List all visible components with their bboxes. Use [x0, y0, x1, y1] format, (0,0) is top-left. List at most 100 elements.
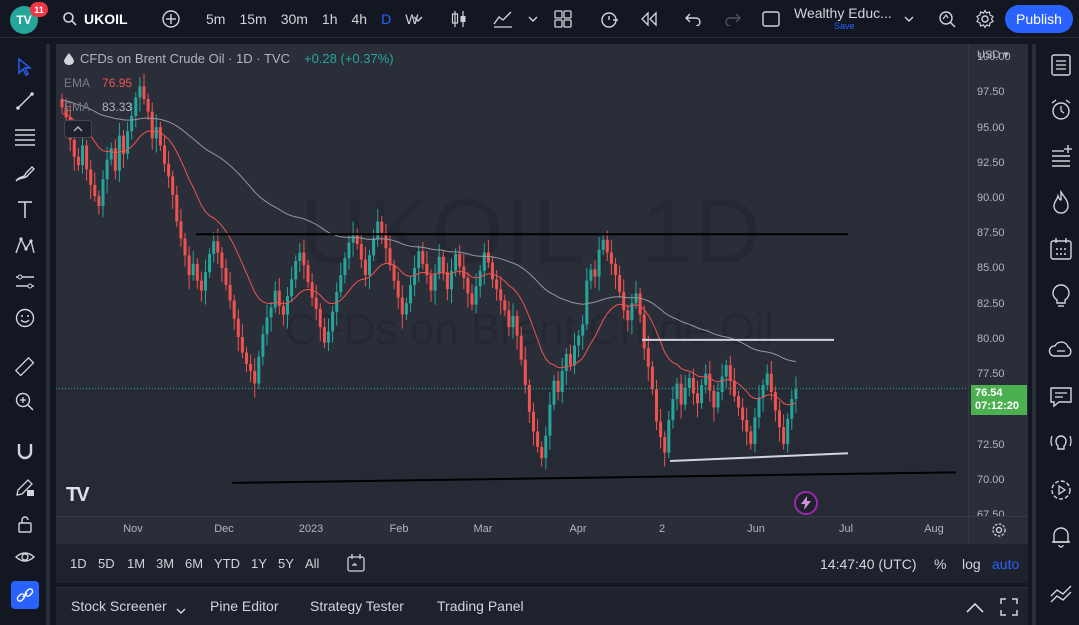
- layout-dropdown[interactable]: [902, 0, 916, 38]
- candle-body: [507, 310, 511, 328]
- interval-1h[interactable]: 1h: [321, 11, 338, 27]
- interval-dropdown[interactable]: [410, 0, 426, 38]
- chart-type-button[interactable]: [446, 0, 472, 38]
- text-tool[interactable]: [11, 196, 39, 224]
- measure-tool[interactable]: [11, 353, 39, 381]
- cursor-tool[interactable]: [11, 53, 39, 81]
- indicators-dropdown[interactable]: [526, 0, 540, 38]
- interval-w[interactable]: W: [405, 11, 419, 27]
- candle-body: [724, 365, 728, 377]
- compare-add-button[interactable]: [158, 0, 184, 38]
- drop-icon: [64, 52, 74, 65]
- data-window-button[interactable]: [1046, 141, 1076, 171]
- layouts-button[interactable]: [550, 0, 576, 38]
- stock-screener-dropdown[interactable]: [176, 602, 186, 617]
- sync-drawings-tool[interactable]: [11, 581, 39, 609]
- fullscreen-layout-button[interactable]: [758, 0, 784, 38]
- chats-button[interactable]: [1046, 336, 1076, 366]
- candle-body: [105, 159, 109, 180]
- candle-body: [691, 377, 695, 394]
- time-axis[interactable]: Nov Dec 2023 Feb Mar Apr 2 Jun Jul Aug: [56, 516, 968, 543]
- log-scale-toggle[interactable]: log: [962, 556, 981, 572]
- help-button[interactable]: [1046, 578, 1076, 608]
- emoji-tool[interactable]: [11, 304, 39, 332]
- notifications-button[interactable]: [1046, 521, 1076, 551]
- range-5d[interactable]: 5D: [98, 556, 115, 571]
- currency-selector[interactable]: USD ▾: [977, 49, 1009, 61]
- layout-name[interactable]: Wealthy Educ...: [794, 5, 892, 21]
- collapse-legend-button[interactable]: [64, 120, 92, 138]
- interval-4h[interactable]: 4h: [351, 11, 368, 27]
- calendar-button[interactable]: [1046, 234, 1076, 264]
- interval-5m[interactable]: 5m: [206, 11, 226, 27]
- tab-stock-screener[interactable]: Stock Screener: [71, 598, 167, 614]
- candle-body: [503, 300, 507, 311]
- maximize-panel-button[interactable]: [1000, 598, 1018, 619]
- range-1m[interactable]: 1M: [127, 556, 146, 571]
- publish-button[interactable]: Publish: [1005, 5, 1073, 33]
- candle-body: [400, 297, 404, 315]
- chart-settings-button[interactable]: [968, 516, 1028, 543]
- zoom-tool[interactable]: [11, 388, 39, 416]
- interval-30m[interactable]: 30m: [280, 11, 308, 27]
- lock-drawings-tool[interactable]: [11, 473, 39, 501]
- magnet-tool[interactable]: [11, 437, 39, 465]
- indicators-icon: [493, 11, 512, 28]
- trend-line-tool[interactable]: [11, 87, 39, 115]
- collapse-panel-button[interactable]: [966, 601, 984, 616]
- tab-pine-editor[interactable]: Pine Editor: [210, 598, 279, 614]
- lock-tool[interactable]: [11, 510, 39, 538]
- interval-15m[interactable]: 15m: [239, 11, 267, 27]
- range-1d[interactable]: 1D: [70, 556, 87, 571]
- quick-search-button[interactable]: [934, 0, 960, 38]
- legend-change: +0.28 (+0.37%): [303, 51, 394, 66]
- range-3m[interactable]: 3M: [156, 556, 175, 571]
- range-6m[interactable]: 6M: [185, 556, 204, 571]
- tab-trading-panel[interactable]: Trading Panel: [437, 598, 524, 614]
- tab-strategy-tester[interactable]: Strategy Tester: [310, 598, 404, 614]
- range-1y[interactable]: 1Y: [251, 556, 267, 571]
- time-tick-label: 2: [658, 523, 666, 535]
- watchlist-button[interactable]: [1046, 50, 1076, 80]
- fib-tool[interactable]: [11, 123, 39, 151]
- candle-body: [265, 317, 269, 335]
- interval-d[interactable]: D: [381, 11, 392, 27]
- legend-title[interactable]: CFDs on Brent Crude Oil · 1D · TVC: [80, 51, 290, 66]
- chart-pane[interactable]: UKOIL, 1D CFDs on Brent Crude Oil: [56, 44, 968, 516]
- pattern-tool[interactable]: [11, 232, 39, 260]
- replay-stream-button[interactable]: [1046, 475, 1076, 505]
- hotlists-button[interactable]: [1046, 188, 1076, 218]
- ideas-button[interactable]: [1046, 281, 1076, 311]
- undo-button[interactable]: [680, 0, 706, 38]
- message-icon: [1050, 387, 1072, 408]
- candle-body: [519, 335, 523, 360]
- ema-label: EMA: [64, 100, 91, 114]
- ema-legend-slow[interactable]: EMA 83.33: [64, 100, 132, 114]
- smiley-icon: [15, 308, 35, 328]
- streams-button[interactable]: [1046, 428, 1076, 458]
- ema-legend-fast[interactable]: EMA 76.95: [64, 76, 132, 90]
- go-to-date-button[interactable]: [346, 553, 366, 576]
- indicators-button[interactable]: [490, 0, 516, 38]
- range-5y[interactable]: 5Y: [278, 556, 294, 571]
- candle-body: [544, 435, 548, 459]
- brush-tool[interactable]: [11, 160, 39, 188]
- utc-clock[interactable]: 14:47:40 (UTC): [820, 556, 917, 572]
- symbol-search[interactable]: UKOIL: [62, 0, 128, 38]
- replay-button[interactable]: [636, 0, 662, 38]
- candle-body: [614, 263, 617, 276]
- price-axis[interactable]: USD ▾ 100.00 97.50 95.00 92.50 90.00 87.50 85.…: [968, 44, 1028, 521]
- auto-scale-toggle[interactable]: auto: [992, 556, 1020, 572]
- alerts-button[interactable]: [1046, 95, 1076, 125]
- settings-button[interactable]: [972, 0, 998, 38]
- range-all[interactable]: All: [305, 556, 320, 571]
- hide-drawings-tool[interactable]: [11, 543, 39, 571]
- messages-button[interactable]: [1046, 382, 1076, 412]
- redo-button[interactable]: [720, 0, 746, 38]
- percent-scale-toggle[interactable]: %: [934, 556, 947, 572]
- forecast-tool[interactable]: [11, 268, 39, 296]
- lightning-icon[interactable]: [794, 491, 818, 515]
- bar-countdown: 07:12:20: [975, 400, 1020, 412]
- range-ytd[interactable]: YTD: [214, 556, 240, 571]
- alert-button[interactable]: [596, 0, 622, 38]
